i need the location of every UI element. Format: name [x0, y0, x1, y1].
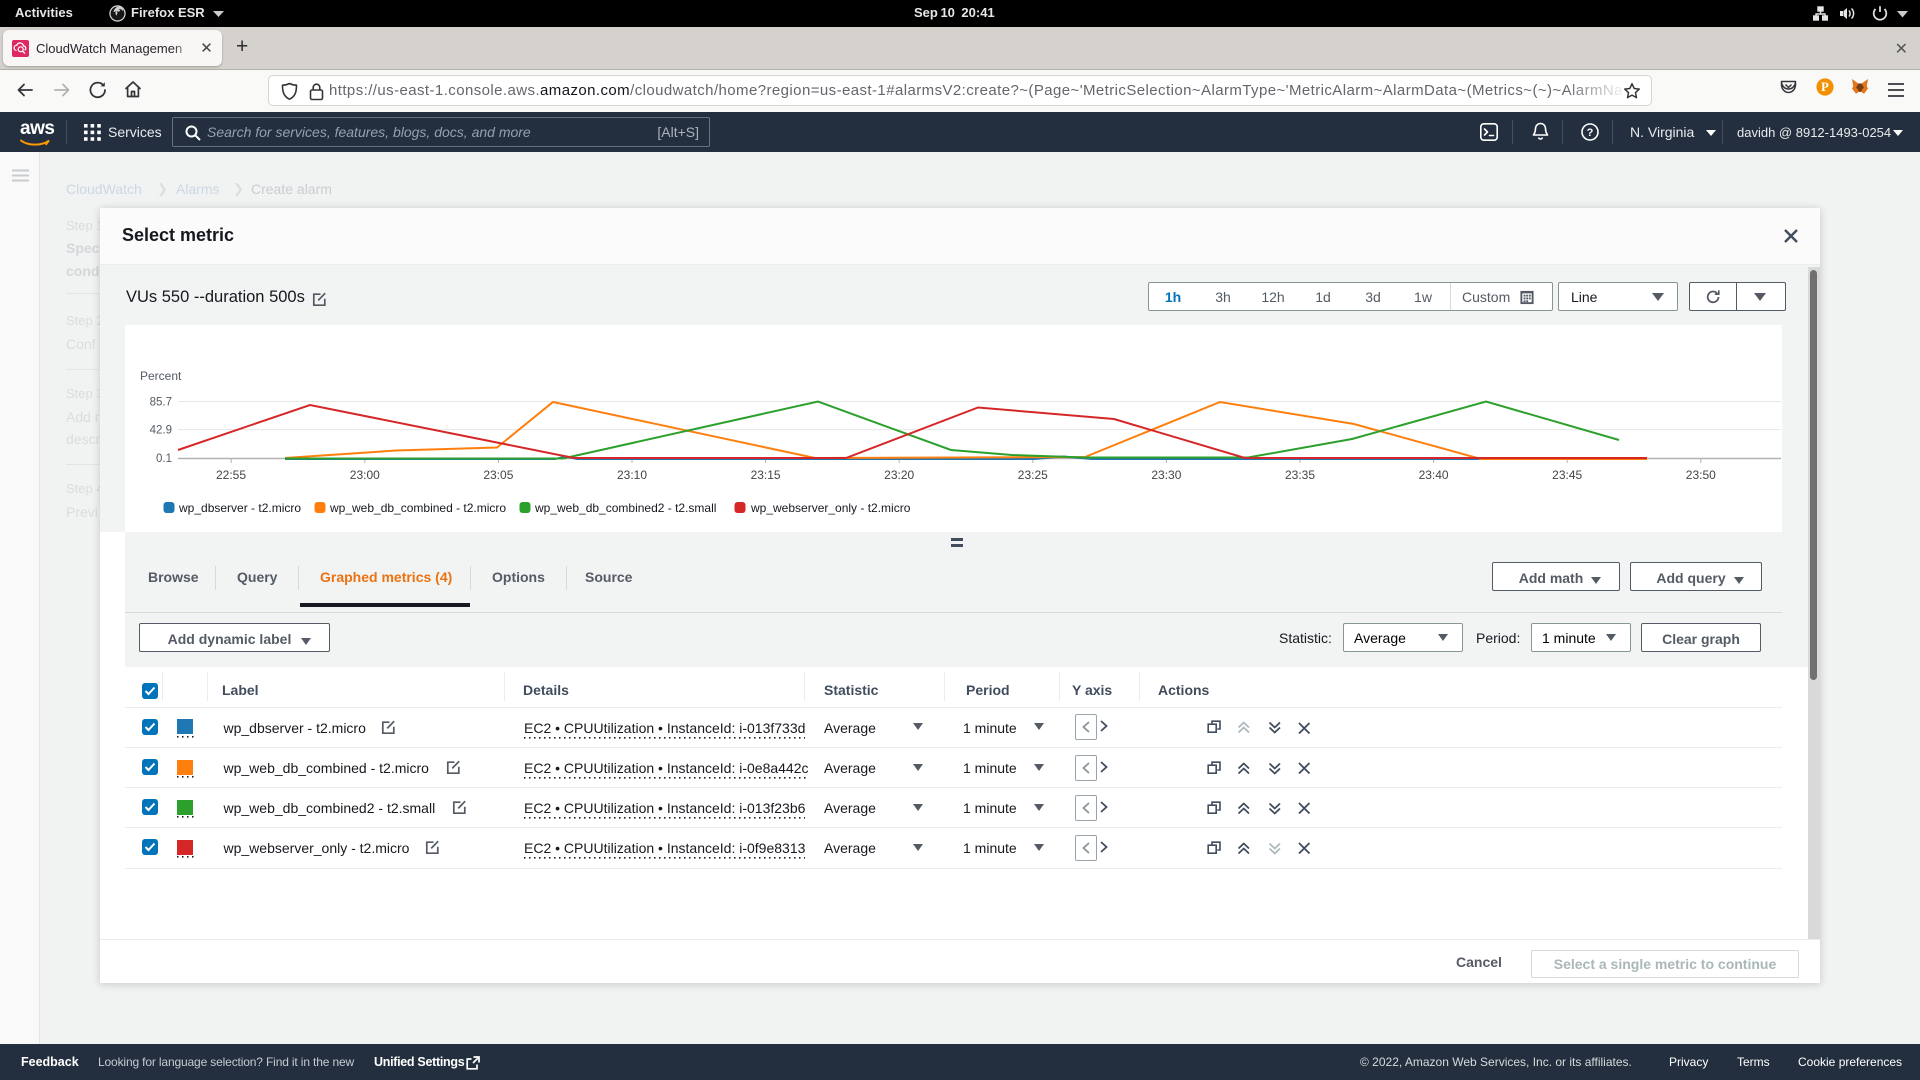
svg-text:P: P [1821, 80, 1829, 94]
svg-text:23:15: 23:15 [751, 468, 781, 482]
svg-text:?: ? [1587, 127, 1594, 139]
svg-text:wp_dbserver - t2.micro: wp_dbserver - t2.micro [178, 501, 301, 515]
svg-text:85.7: 85.7 [150, 397, 172, 409]
svg-text:wp_web_db_combined - t2.micro: wp_web_db_combined - t2.micro [329, 501, 506, 515]
svg-text:23:30: 23:30 [1151, 468, 1181, 482]
svg-text:Percent: Percent [140, 369, 182, 383]
svg-text:23:00: 23:00 [350, 468, 380, 482]
svg-text:wp_webserver_only - t2.micro: wp_webserver_only - t2.micro [750, 501, 911, 515]
svg-text:23:40: 23:40 [1419, 468, 1449, 482]
svg-text:23:10: 23:10 [617, 468, 647, 482]
svg-text:23:20: 23:20 [884, 468, 914, 482]
svg-text:23:05: 23:05 [483, 468, 513, 482]
svg-text:wp_web_db_combined2 - t2.small: wp_web_db_combined2 - t2.small [534, 501, 716, 515]
svg-text:22:55: 22:55 [216, 468, 246, 482]
svg-text:23:50: 23:50 [1686, 468, 1716, 482]
svg-text:42.9: 42.9 [150, 425, 172, 437]
svg-text:23:35: 23:35 [1285, 468, 1315, 482]
svg-text:23:45: 23:45 [1552, 468, 1582, 482]
svg-text:0.1: 0.1 [156, 453, 172, 465]
svg-text:23:25: 23:25 [1018, 468, 1048, 482]
